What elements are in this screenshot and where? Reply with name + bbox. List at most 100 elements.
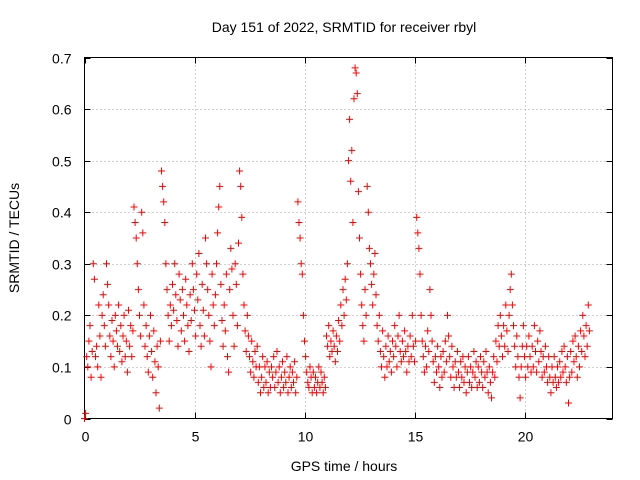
data-point bbox=[166, 301, 174, 309]
data-point bbox=[508, 301, 516, 309]
data-point bbox=[303, 368, 311, 376]
data-point bbox=[290, 378, 297, 386]
data-point bbox=[346, 115, 354, 123]
y-tick-label: 0.5 bbox=[52, 154, 72, 170]
data-point bbox=[513, 332, 521, 340]
data-point bbox=[90, 275, 98, 283]
data-point bbox=[430, 378, 438, 386]
plot-frame bbox=[84, 57, 613, 419]
data-point bbox=[389, 337, 396, 345]
data-point bbox=[192, 332, 200, 340]
data-point bbox=[336, 337, 344, 345]
data-point bbox=[535, 358, 543, 366]
data-point bbox=[206, 337, 214, 345]
data-point bbox=[186, 291, 194, 299]
data-point bbox=[362, 311, 370, 319]
data-point bbox=[202, 234, 209, 242]
data-point bbox=[486, 378, 494, 386]
data-point bbox=[439, 347, 447, 355]
data-point bbox=[222, 270, 230, 278]
data-point bbox=[356, 234, 363, 242]
data-point bbox=[296, 234, 304, 242]
data-point bbox=[342, 296, 350, 304]
data-point bbox=[239, 270, 247, 278]
data-point bbox=[243, 311, 251, 319]
data-point bbox=[262, 378, 270, 386]
data-point bbox=[436, 384, 444, 392]
data-point bbox=[211, 291, 219, 299]
data-point bbox=[193, 270, 201, 278]
data-point bbox=[559, 368, 567, 376]
data-point bbox=[466, 378, 473, 386]
data-point bbox=[386, 347, 394, 355]
data-point bbox=[116, 347, 124, 355]
data-point bbox=[81, 415, 88, 422]
data-point bbox=[411, 358, 418, 366]
data-point bbox=[246, 353, 253, 361]
data-point bbox=[538, 373, 546, 381]
data-point bbox=[582, 322, 590, 330]
data-point bbox=[155, 404, 163, 412]
data-point bbox=[442, 358, 450, 366]
data-point bbox=[285, 373, 293, 381]
data-point bbox=[287, 384, 295, 392]
data-point bbox=[376, 347, 384, 355]
data-point bbox=[321, 384, 329, 392]
y-tick-label: 0.1 bbox=[52, 360, 72, 376]
data-point bbox=[390, 353, 398, 361]
data-point bbox=[506, 286, 514, 294]
data-point bbox=[418, 337, 426, 345]
data-point bbox=[369, 301, 377, 309]
data-point bbox=[533, 368, 541, 376]
data-point bbox=[522, 373, 530, 381]
data-point bbox=[227, 244, 235, 252]
data-point bbox=[85, 337, 93, 345]
data-point bbox=[331, 358, 339, 366]
data-point bbox=[408, 311, 416, 319]
data-point bbox=[550, 353, 558, 361]
data-point bbox=[485, 363, 493, 371]
data-point bbox=[306, 363, 314, 371]
data-point bbox=[471, 373, 479, 381]
data-point bbox=[105, 301, 113, 309]
data-point bbox=[406, 332, 414, 340]
data-point bbox=[326, 353, 334, 361]
data-point bbox=[359, 322, 367, 330]
data-point bbox=[118, 358, 126, 366]
data-point bbox=[247, 368, 255, 376]
data-point bbox=[156, 337, 164, 345]
data-point bbox=[181, 337, 189, 345]
data-point bbox=[558, 347, 566, 355]
data-point bbox=[315, 363, 323, 371]
data-point bbox=[501, 342, 509, 350]
data-point bbox=[428, 337, 436, 345]
data-point bbox=[517, 363, 525, 371]
chart-title: Day 151 of 2022, SRMTID for receiver rby… bbox=[212, 19, 477, 35]
data-point bbox=[565, 399, 572, 407]
data-point bbox=[268, 363, 275, 371]
data-point bbox=[347, 177, 355, 185]
data-point bbox=[580, 332, 588, 340]
data-point bbox=[283, 353, 291, 361]
data-point bbox=[475, 378, 483, 386]
data-point bbox=[254, 378, 262, 386]
data-point bbox=[433, 368, 440, 376]
data-point bbox=[275, 363, 283, 371]
data-point bbox=[147, 311, 154, 319]
data-point bbox=[455, 368, 462, 376]
data-point bbox=[208, 270, 216, 278]
data-point bbox=[209, 301, 217, 309]
data-point bbox=[238, 213, 246, 221]
data-point bbox=[320, 373, 328, 381]
data-point bbox=[338, 322, 346, 330]
data-point bbox=[503, 327, 511, 335]
data-point bbox=[419, 353, 427, 361]
data-point bbox=[180, 311, 187, 319]
data-point bbox=[108, 317, 116, 325]
data-point bbox=[325, 322, 333, 330]
data-point bbox=[394, 332, 402, 340]
data-point bbox=[562, 378, 570, 386]
data-point bbox=[228, 265, 236, 273]
data-point bbox=[115, 301, 123, 309]
y-tick-label: 0.3 bbox=[52, 257, 72, 273]
